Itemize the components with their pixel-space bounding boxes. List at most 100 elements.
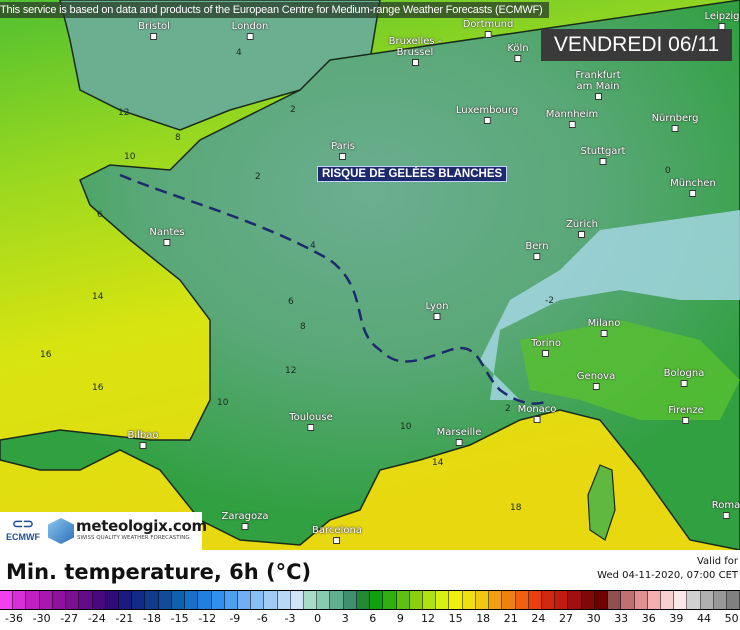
color-scale-swatch [171,591,186,609]
isoline-label: 4 [236,48,242,58]
color-scale-tick-label: 3 [341,612,349,625]
color-scale-swatch [185,591,199,609]
color-scale-tick-label: 9 [396,612,404,625]
color-scale-tick-label: 30 [586,612,601,625]
color-scale-swatch [713,591,728,609]
color-scale-swatch [26,591,40,609]
color-scale-swatch [528,591,542,609]
color-scale-swatch [555,591,569,609]
city-label: Luxembourg [456,105,518,124]
color-scale-tick-label: -12 [198,612,217,625]
city-label: Nürnberg [652,113,699,132]
color-scale-tick-label: -18 [143,612,161,625]
city-label: Toulouse [289,412,332,431]
color-scale-swatch [0,591,14,609]
city-label: Bilbao [127,430,158,449]
color-scale-swatch [647,591,661,609]
isoline-label: 16 [92,383,104,393]
isoline-label: 16 [40,350,52,360]
color-scale-tick-label: -27 [60,612,79,625]
isoline-label: 10 [400,422,412,432]
color-scale-swatch [330,591,344,609]
color-scale-swatch [224,591,238,609]
isoline-label: 2 [255,172,261,182]
color-scale-tick-label: 24 [531,612,546,625]
isoline-label: 2 [505,404,511,414]
color-scale-swatch [66,591,80,609]
city-label: Nantes [149,227,184,246]
color-scale-swatch [132,591,146,609]
color-scale-swatch [158,591,172,609]
color-scale-swatch [79,591,93,609]
isoline-label: 8 [175,133,181,143]
isoline-label: 4 [310,241,316,251]
isoline-label: 14 [92,292,104,302]
color-scale-tick-label: 6 [369,612,377,625]
color-scale-tick-label: -15 [170,612,189,625]
color-scale-swatch [660,591,675,609]
isoline-label: 6 [288,297,294,307]
valid-label: Valid for [696,556,738,567]
color-scale-swatch [383,591,397,609]
cold-alps [480,210,740,400]
color-scale-tick-label: 18 [476,612,491,625]
color-scale-swatch [39,591,53,609]
color-scale-tick-label: -21 [115,612,134,625]
color-scale-swatch [118,591,133,609]
color-scale-tick-label: 27 [559,612,573,625]
color-scale-swatch [264,591,278,609]
isoline-label: 8 [300,322,306,332]
color-scale-swatch [581,591,595,609]
color-scale-swatch [449,591,463,609]
meteologix-tagline: SWISS QUALITY WEATHER FORECASTING [77,535,190,541]
isoline-label: 18 [510,503,522,513]
color-scale-tick-label: 39 [669,612,684,625]
color-scale-tick-label: 12 [421,612,435,625]
color-scale-swatch [700,591,714,609]
isoline-label: -2 [545,296,554,306]
po-valley-warm [520,320,740,420]
color-scale-swatch [727,591,740,609]
city-label: Barcelona [312,525,362,544]
color-scale-swatch [409,591,423,609]
color-scale-swatch [568,591,582,609]
forecast-date-label: VENDREDI 06/11 [541,29,732,61]
color-scale-tick-label: -9 [229,612,241,625]
color-scale-swatch [370,591,384,609]
color-scale-swatch [475,591,490,609]
ecmwf-logo-icon: ⊂⊃ [12,516,34,531]
city-label: Paris [331,141,355,160]
isoline-label: 12 [118,108,130,118]
city-label: Frankfurt am Main [568,70,628,100]
color-scale-labels: -36 -30 -27 -24 -21 -18 -15 -12 -9 -6 -3 0 3 6 9 12 15 18… [0,612,740,628]
color-scale-swatch [13,591,27,609]
city-label: Mannheim [546,109,598,128]
city-label: London [232,21,269,40]
color-scale-tick-label: 36 [641,612,656,625]
color-scale-swatch [687,591,701,609]
color-scale-swatch [251,591,265,609]
isoline-label: 0 [665,166,671,176]
meteologix-logo-text: meteologix.com [76,517,207,535]
temperature-map[interactable] [0,0,740,550]
city-label: Firenze [668,405,704,424]
valid-time: Wed 04-11-2020, 07:00 CET [597,570,738,581]
city-label: Stuttgart [581,146,626,165]
color-scale-swatch [462,591,476,609]
ecmwf-logo-text: ECMWF [6,532,40,542]
isoline-label: 6 [97,210,103,220]
color-scale-swatch [211,591,225,609]
color-scale-swatch [198,591,212,609]
frost-risk-annotation: RISQUE DE GELÉES BLANCHES [317,166,508,182]
color-scale-swatch [304,591,318,609]
color-scale-swatch [356,591,371,609]
color-scale-tick-label: 50 [724,612,739,625]
color-scale-tick-label: 0 [314,612,322,625]
color-scale-swatch [105,591,119,609]
color-scale-swatch [502,591,516,609]
color-scale-swatch [608,591,622,609]
color-scale-tick-label: -6 [256,612,268,625]
color-scale-swatch [674,591,688,609]
color-scale-swatch [423,591,437,609]
meteologix-mountain-icon [48,518,74,544]
